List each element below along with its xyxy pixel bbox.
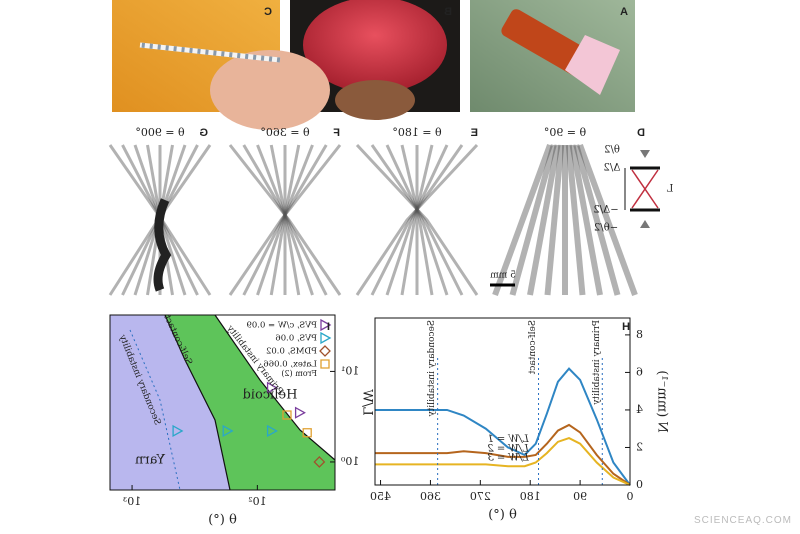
y-tick-label: 2 xyxy=(636,440,643,453)
region-label: Helicoid xyxy=(243,388,298,403)
x-tick-label: 270 xyxy=(470,490,491,503)
twist-label: θ = 900° xyxy=(135,126,184,139)
annotation: Primary instability xyxy=(592,320,602,406)
x-tick-label: 0 xyxy=(627,490,634,503)
panel-letter: C xyxy=(264,6,272,18)
twist-label: θ = 360° xyxy=(260,126,309,139)
panel-letter: A xyxy=(620,6,628,18)
annotation: Secondary instability xyxy=(427,320,437,417)
y-axis-label: N (mm⁻¹) xyxy=(655,370,670,432)
panel-letter: H xyxy=(622,321,630,333)
x-tick-label: 10² xyxy=(248,495,266,508)
panel-letter: E xyxy=(471,127,478,139)
twist-label: θ = 180° xyxy=(392,126,441,139)
panel-letter: D xyxy=(637,127,645,139)
panel-letter: I xyxy=(327,321,330,333)
series-label: L/W = 3 xyxy=(487,453,529,464)
x-axis-label: θ (°) xyxy=(488,508,517,523)
y-tick-label: 10⁰ xyxy=(340,455,359,468)
legend-source: From (2) xyxy=(281,369,317,378)
region-label: Yarn xyxy=(134,453,166,468)
y-tick-label: 4 xyxy=(636,403,643,416)
x-axis-label: θ (°) xyxy=(208,513,237,528)
x-tick-label: 450 xyxy=(370,490,391,503)
watermark: SCIENCEAQ.COM xyxy=(694,515,792,526)
twist-label: θ = 90° xyxy=(544,126,586,139)
y-axis-label: L/W xyxy=(360,389,375,416)
yarn xyxy=(158,200,166,290)
schematic-label: −Δ/2 xyxy=(593,205,618,216)
x-tick-label: 10³ xyxy=(123,495,141,508)
schematic-label: L xyxy=(666,184,673,195)
y-tick-label: 6 xyxy=(636,365,643,378)
y-tick-label: 10¹ xyxy=(341,364,359,377)
twist-panels: θ = 90° θ = 180° θ = 360° θ = 900° xyxy=(110,126,635,295)
x-tick-label: 180 xyxy=(520,490,541,503)
annotation: Self-contact xyxy=(528,320,538,375)
photo-a xyxy=(470,0,635,112)
legend-entry: PVS, 0.06 xyxy=(275,334,317,344)
scale-label: 5 mm xyxy=(490,271,516,281)
legend-entry: PVS, c/W = 0.09 xyxy=(246,321,317,331)
panel-letter: F xyxy=(333,127,340,139)
y-tick-label: 8 xyxy=(636,328,643,341)
schematic xyxy=(625,150,660,228)
panel-letter: B xyxy=(444,6,452,18)
schematic-label: Δ/2 xyxy=(604,163,621,174)
x-tick-label: 360 xyxy=(420,490,441,503)
legend-entry: PDMS, 0.02 xyxy=(266,347,317,357)
panel-letter: G xyxy=(199,127,208,139)
schematic-label: θ/2 xyxy=(604,145,620,156)
legend-entry: Latex, 0.066 xyxy=(263,360,317,370)
schematic-label: −θ/2 xyxy=(594,223,618,234)
y-tick-label: 0 xyxy=(636,478,643,491)
x-tick-label: 90 xyxy=(573,490,587,503)
